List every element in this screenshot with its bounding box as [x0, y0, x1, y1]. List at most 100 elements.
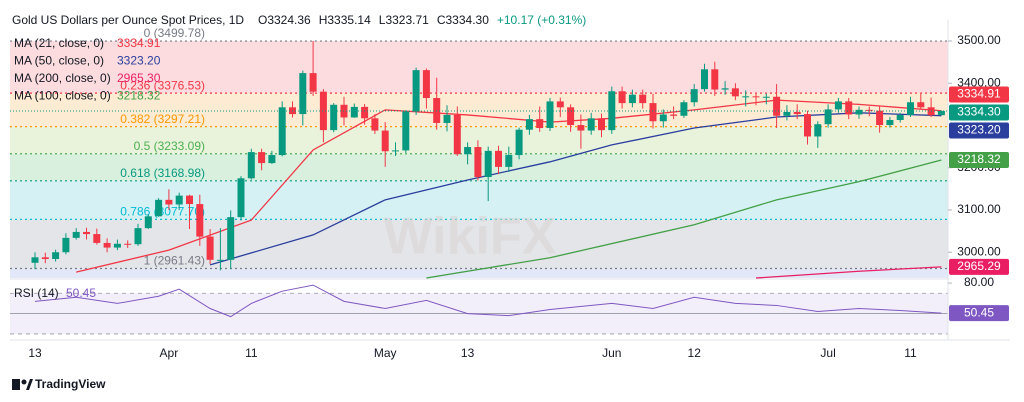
- ohlc-value: O3324.36: [258, 13, 311, 27]
- price-badge: [949, 122, 1009, 139]
- candle-body: [278, 107, 286, 156]
- candle-body: [793, 111, 801, 115]
- x-tick-label: Jun: [602, 346, 621, 360]
- candle-body: [474, 147, 482, 178]
- price-badge-label: 3218.32: [957, 152, 1001, 166]
- fib-label: 0.236 (3376.53): [120, 78, 205, 92]
- candle-body: [216, 259, 224, 261]
- backgrounds: 0 (3499.78) 0.236 (3376.53) 0.382 (3297.21…: [10, 20, 1010, 341]
- ohlc-value: H3335.14: [319, 13, 371, 27]
- fib-label: 0.382 (3297.21): [120, 112, 205, 126]
- candle-body: [886, 119, 894, 126]
- candle-body: [124, 243, 132, 245]
- brand: TradingView: [35, 377, 106, 391]
- candle-body: [649, 103, 657, 122]
- watermark: WikiFX: [384, 208, 557, 266]
- candle-body: [319, 91, 327, 131]
- plot: 3500.003400.003200.003100.003000.0080.00…: [10, 33, 1009, 360]
- x-tick-label: Apr: [160, 346, 179, 360]
- candle-body: [41, 257, 49, 259]
- moving-average: [755, 266, 942, 279]
- price-badge-label: 3323.20: [957, 123, 1001, 137]
- candle-body: [824, 109, 832, 125]
- candle-body: [227, 217, 235, 260]
- candle-body: [113, 243, 121, 248]
- legend-name: MA (21, close, 0): [14, 36, 104, 50]
- candle-body: [72, 231, 80, 238]
- price-badge: [949, 151, 1009, 168]
- x-tick-label: May: [374, 346, 397, 360]
- candle-body: [186, 195, 193, 205]
- ohlc-value: +10.17 (+0.31%): [497, 13, 586, 27]
- rsi-value: 50.45: [66, 286, 96, 300]
- candle-body: [721, 88, 729, 90]
- rsi-badge-label: 50.45: [964, 305, 994, 319]
- price-badge-label: 3334.30: [957, 105, 1001, 119]
- candle-body: [711, 69, 719, 90]
- candle-body: [392, 150, 399, 152]
- fib-zone: [10, 93, 948, 127]
- candle-body: [443, 114, 451, 123]
- y-tick-label: 3100.00: [957, 202, 1001, 216]
- candle-body: [587, 118, 595, 131]
- candle-body: [505, 155, 513, 167]
- chart-title: Gold US Dollars per Ounce Spot Prices, 1…: [12, 13, 244, 27]
- price-badge-label: 3334.91: [957, 87, 1001, 101]
- candle-body: [783, 111, 791, 116]
- x-tick-label: 12: [688, 346, 702, 360]
- fib-label: 1 (2961.43): [144, 254, 205, 268]
- candle-body: [556, 101, 564, 108]
- candle-body: [371, 118, 379, 131]
- candle-body: [484, 150, 492, 178]
- candle-body: [680, 102, 688, 116]
- candle-body: [577, 125, 585, 131]
- legend-value: 3323.20: [117, 54, 161, 68]
- fib-label: 0.618 (3168.98): [120, 166, 205, 180]
- candle-body: [62, 237, 70, 253]
- legend-name: MA (200, close, 0): [14, 71, 111, 85]
- legend: Gold US Dollars per Ounce Spot Prices, 1…: [12, 13, 586, 300]
- candle-body: [206, 236, 214, 260]
- rsi-line: [34, 284, 942, 318]
- candle-body: [464, 147, 472, 155]
- x-tick-label: 11: [245, 346, 258, 360]
- candle-body: [350, 106, 358, 118]
- candle-body: [196, 204, 204, 237]
- candle-body: [937, 110, 945, 116]
- candle-body: [639, 94, 647, 104]
- price-badge: [949, 258, 1009, 275]
- candle-body: [361, 106, 369, 119]
- moving-average: [426, 159, 942, 279]
- candle-body: [299, 73, 307, 115]
- candle-body: [453, 114, 461, 155]
- candle-body: [773, 96, 781, 116]
- fib-label: 0.786 (3077.70): [120, 205, 205, 219]
- candle-body: [670, 114, 678, 116]
- moving-average: [76, 99, 942, 273]
- logo-mark: [12, 379, 20, 390]
- candle-body: [731, 88, 739, 97]
- candle-body: [628, 94, 636, 104]
- candle-body: [268, 155, 276, 164]
- candle-body: [247, 152, 255, 179]
- y-tick-label: 3400.00: [957, 75, 1001, 89]
- candle-body: [855, 109, 863, 115]
- legend-name: MA (50, close, 0): [14, 54, 104, 68]
- x-tick-label: 13: [28, 346, 42, 360]
- fib-label: 0.5 (3233.09): [134, 139, 205, 153]
- candle-body: [165, 199, 173, 205]
- candle-body: [330, 104, 338, 131]
- fib-zone: [10, 268, 948, 278]
- y-tick-label: 3000.00: [957, 244, 1001, 258]
- candle-body: [896, 114, 904, 120]
- fib-zone: [10, 219, 948, 269]
- rsi-badge: [949, 305, 1009, 322]
- candle-body: [742, 96, 750, 98]
- legend-value: 2965.30: [117, 71, 161, 85]
- price-badge: [949, 104, 1009, 121]
- candle-body: [412, 70, 420, 112]
- candle-body: [598, 118, 605, 131]
- candle-body: [175, 195, 183, 205]
- candle-body: [258, 152, 266, 164]
